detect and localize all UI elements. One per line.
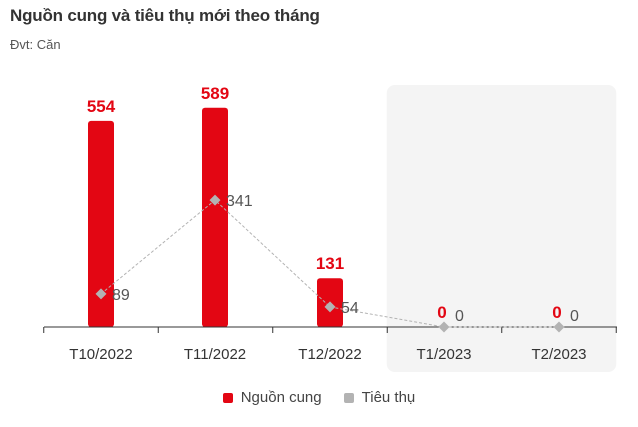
legend-item-consumption[interactable]: Tiêu thụ — [343, 389, 416, 406]
bar-label-supply-2: 131 — [316, 254, 344, 273]
point-consumption-4 — [553, 321, 565, 333]
bar-label-supply-4: 0 — [552, 303, 561, 322]
bar-supply-0 — [88, 120, 114, 327]
bar-supply-1 — [202, 107, 228, 328]
point-consumption-2 — [324, 301, 336, 313]
x-tick-label-2: T12/2022 — [298, 346, 361, 363]
point-label-consumption-4: 0 — [570, 308, 579, 325]
bar-label-supply-0: 554 — [87, 97, 116, 116]
point-label-consumption-3: 0 — [455, 308, 464, 325]
x-tick-label-0: T10/2022 — [69, 346, 132, 363]
legend-swatch-supply — [222, 392, 233, 403]
bar-label-supply-1: 589 — [201, 84, 229, 103]
point-label-consumption-0: 89 — [112, 287, 130, 304]
legend-label-consumption: Tiêu thụ — [361, 389, 416, 406]
chart-unit-subtitle: Đvt: Căn — [10, 37, 61, 52]
x-tick-label-1: T11/2022 — [184, 346, 246, 363]
x-tick-label-3: T1/2023 — [416, 346, 471, 363]
legend-swatch-consumption — [343, 392, 354, 403]
highlight-region — [386, 85, 617, 372]
point-label-consumption-1: 341 — [226, 193, 253, 210]
chart-legend: Nguồn cung Tiêu thụ — [0, 389, 638, 406]
x-tick-label-4: T2/2023 — [531, 346, 586, 363]
legend-item-supply[interactable]: Nguồn cung — [222, 389, 322, 406]
point-label-consumption-2: 54 — [341, 300, 359, 317]
point-consumption-1 — [209, 194, 221, 206]
chart-title: Nguồn cung và tiêu thụ mới theo tháng — [10, 6, 320, 25]
point-consumption-0 — [95, 288, 107, 300]
legend-label-supply: Nguồn cung — [240, 389, 322, 406]
bar-label-supply-3: 0 — [437, 303, 446, 322]
point-consumption-3 — [438, 321, 450, 333]
